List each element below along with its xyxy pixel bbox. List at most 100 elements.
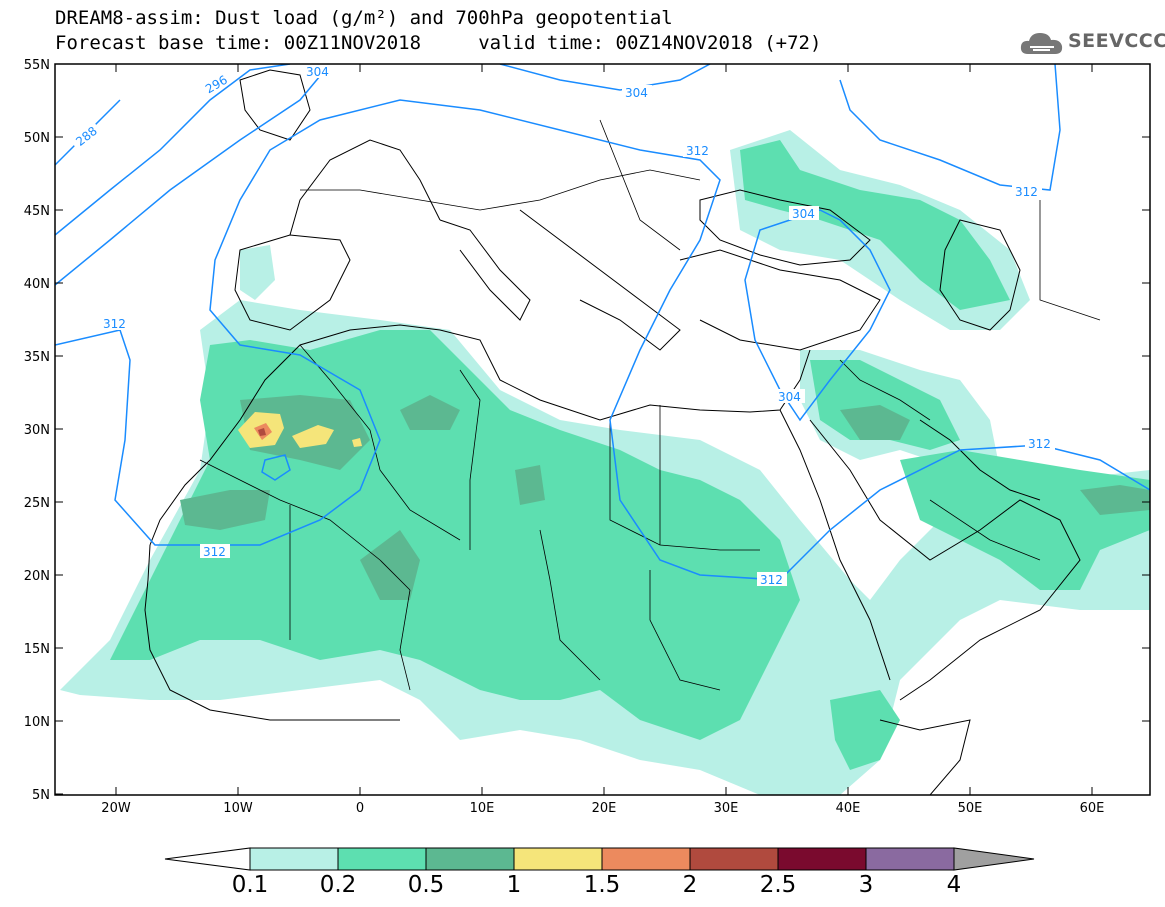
contour-label: 312 <box>760 573 783 587</box>
border-line <box>839 359 931 421</box>
persian-gulf-coast <box>919 419 1041 501</box>
lat-label: 45N <box>24 204 50 219</box>
lat-label: 55N <box>24 58 50 73</box>
color-legend: 0.1 0.2 0.5 1 1.5 2 2.5 3 4 <box>160 842 1050 902</box>
west-africa-coast <box>144 544 400 721</box>
lon-label: 20E <box>592 801 617 816</box>
legend-swatch <box>865 847 955 871</box>
legend-label: 1.5 <box>583 872 621 898</box>
black-sea-coast <box>699 189 871 266</box>
dust-layer-1 <box>352 438 362 447</box>
dust-layer-0.5 <box>400 395 460 430</box>
legend-label: 0.2 <box>319 872 357 898</box>
dust-layer-0.5 <box>840 405 910 440</box>
legend-label: 4 <box>946 872 962 898</box>
dust-layer-1 <box>292 425 334 448</box>
contour-label: 312 <box>1028 437 1051 451</box>
legend-swatch <box>425 847 515 871</box>
legend-high-arrow <box>953 847 1035 871</box>
map-title: DREAM8-assim: Dust load (g/m²) and 700hP… <box>55 7 673 29</box>
contour-304-top <box>499 64 711 91</box>
border-line <box>1039 200 1101 321</box>
border-line <box>609 420 760 551</box>
contour-312-east <box>839 64 1061 191</box>
france-coast <box>289 139 441 236</box>
seevccc-logo: SEEVCCC <box>1018 26 1165 62</box>
border-line <box>599 119 681 251</box>
horn-coast <box>879 719 971 795</box>
contour-304-morocco <box>261 454 291 481</box>
border-line <box>399 589 411 691</box>
legend-swatch <box>689 847 779 871</box>
lat-label: 40N <box>24 277 50 292</box>
lon-label: 60E <box>1080 801 1105 816</box>
color-legend-bar <box>164 847 1035 871</box>
lat-label: 10N <box>24 715 50 730</box>
contour-label: 304 <box>792 207 815 221</box>
forecast-time-line: Forecast base time: 00Z11NOV2018 valid t… <box>55 32 822 54</box>
dust-layer-0.2 <box>830 690 900 770</box>
dust-map: 288 296 304 304 312 312 312 304 304 312 … <box>24 58 1151 816</box>
contour-label: 304 <box>778 390 801 404</box>
legend-swatch <box>337 847 427 871</box>
border-line <box>539 529 601 681</box>
latitude-labels: 55N 50N 45N 40N 35N 30N 25N 20N 15N 10N … <box>24 58 50 803</box>
dust-layer-0.5 <box>1080 485 1150 515</box>
legend-label: 0.1 <box>231 872 269 898</box>
lat-label: 5N <box>32 788 50 803</box>
contour-label: 312 <box>103 317 126 331</box>
dust-layer-0.5 <box>515 465 545 505</box>
legend-swatch <box>249 847 339 871</box>
lon-label: 0 <box>356 801 364 816</box>
contour-label: 304 <box>625 86 648 100</box>
legend-label: 0.5 <box>407 872 445 898</box>
italy-coast <box>439 219 531 321</box>
border-line <box>199 459 411 591</box>
lon-label: 50E <box>958 801 983 816</box>
contour-label: 312 <box>1015 185 1038 199</box>
legend-label: 2 <box>682 872 698 898</box>
geopotential-contours <box>55 64 1150 581</box>
legend-swatch <box>777 847 867 871</box>
uk-coast <box>239 69 311 141</box>
border-line <box>929 499 1041 561</box>
contour-label: 304 <box>306 65 329 79</box>
border-line <box>299 344 461 541</box>
logo-text: SEEVCCC <box>1068 30 1165 52</box>
contour-label: 312 <box>686 144 709 158</box>
legend-label: 2.5 <box>759 872 797 898</box>
lon-label: 40E <box>836 801 861 816</box>
arabia-coast <box>809 419 1081 701</box>
contour-304-blacksea <box>744 209 891 422</box>
legend-swatch <box>513 847 603 871</box>
legend-label: 1 <box>506 872 522 898</box>
legend-swatch <box>601 847 691 871</box>
border-line <box>459 369 481 550</box>
lat-label: 15N <box>24 642 50 657</box>
balkan-coast <box>519 209 681 351</box>
dust-layer-0.5 <box>180 490 270 530</box>
contour-312-main <box>55 99 1150 581</box>
axis-ticks <box>55 63 1150 795</box>
dust-layer-0.2 <box>900 450 1150 590</box>
border-line <box>300 169 701 211</box>
coastlines <box>144 69 1081 795</box>
dust-layer-2 <box>258 428 266 436</box>
cloud-icon <box>1020 33 1063 54</box>
lat-label: 35N <box>24 350 50 365</box>
lon-label: 30E <box>714 801 739 816</box>
borders <box>199 119 1101 691</box>
lon-label: 20W <box>101 801 131 816</box>
legend-low-arrow <box>164 847 251 871</box>
north-africa-coast <box>149 324 811 546</box>
border-line <box>649 570 721 691</box>
caspian-coast <box>939 219 1021 331</box>
contour-304-north <box>55 64 331 286</box>
lat-label: 50N <box>24 131 50 146</box>
lat-label: 20N <box>24 569 50 584</box>
legend-label: 3 <box>858 872 874 898</box>
contour-labels: 288 296 304 304 312 312 312 304 304 312 … <box>68 64 1055 587</box>
dust-layer-0.5 <box>360 530 420 600</box>
turkey-coast <box>679 249 881 351</box>
lon-label: 10W <box>223 801 253 816</box>
